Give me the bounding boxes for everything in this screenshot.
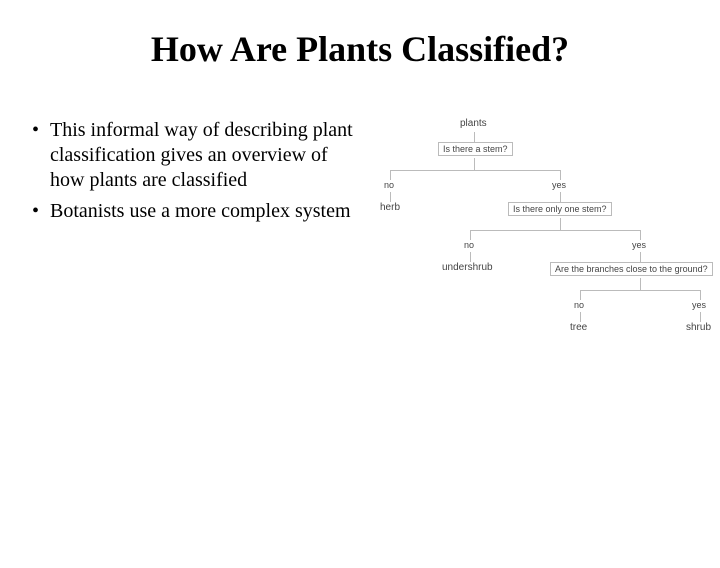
- tree-edge: [470, 230, 640, 231]
- list-item: • Botanists use a more complex system: [30, 199, 360, 224]
- tree-branch-label: yes: [632, 240, 646, 250]
- tree-leaf: undershrub: [442, 262, 493, 273]
- tree-edge: [640, 230, 641, 240]
- tree-edge: [474, 132, 475, 142]
- bullet-text: This informal way of describing plant cl…: [50, 118, 360, 193]
- tree-edge: [580, 290, 700, 291]
- tree-leaf: tree: [570, 322, 587, 333]
- tree-question: Is there a stem?: [438, 142, 513, 156]
- tree-branch-label: no: [384, 180, 394, 190]
- list-item: • This informal way of describing plant …: [30, 118, 360, 193]
- bullet-list: • This informal way of describing plant …: [30, 118, 360, 230]
- tree-root: plants: [460, 118, 487, 129]
- decision-tree: plants Is there a stem? no yes herb Is t…: [360, 118, 690, 230]
- tree-question: Is there only one stem?: [508, 202, 612, 216]
- tree-branch-label: no: [574, 300, 584, 310]
- tree-edge: [390, 192, 391, 202]
- tree-edge: [560, 170, 561, 180]
- tree-edge: [700, 290, 701, 300]
- tree-edge: [390, 170, 391, 180]
- tree-edge: [470, 230, 471, 240]
- tree-edge: [560, 218, 561, 230]
- tree-leaf: herb: [380, 202, 400, 213]
- tree-edge: [470, 252, 471, 262]
- bullet-text: Botanists use a more complex system: [50, 199, 360, 224]
- tree-leaf: shrub: [686, 322, 711, 333]
- tree-edge: [580, 312, 581, 322]
- tree-edge: [474, 158, 475, 170]
- tree-question: Are the branches close to the ground?: [550, 262, 713, 276]
- tree-edge: [640, 278, 641, 290]
- page-title: How Are Plants Classified?: [0, 28, 720, 70]
- tree-branch-label: yes: [552, 180, 566, 190]
- tree-edge: [580, 290, 581, 300]
- bullet-dot: •: [30, 199, 50, 224]
- bullet-dot: •: [30, 118, 50, 193]
- tree-edge: [640, 252, 641, 262]
- tree-edge: [560, 192, 561, 202]
- tree-branch-label: no: [464, 240, 474, 250]
- tree-edge: [390, 170, 560, 171]
- content-row: • This informal way of describing plant …: [0, 118, 720, 230]
- tree-branch-label: yes: [692, 300, 706, 310]
- tree-edge: [700, 312, 701, 322]
